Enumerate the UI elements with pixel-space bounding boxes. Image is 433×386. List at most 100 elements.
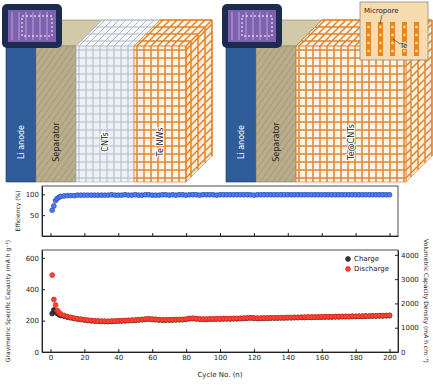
tick	[288, 233, 289, 236]
te-dot	[391, 42, 394, 45]
layer-front	[36, 46, 76, 182]
tick	[118, 233, 119, 236]
rod	[390, 22, 395, 56]
tick-mark	[220, 349, 221, 352]
data-point	[387, 313, 392, 318]
te-dot	[415, 34, 418, 37]
layer-front	[256, 46, 296, 182]
tick	[390, 233, 391, 236]
diagrams: Li anodeSeparatorCNTsTe NWsLi anode Separ…	[2, 2, 432, 182]
te-dot	[367, 42, 370, 45]
diagram-panel: Li anodeSeparatorTe@CNTsMicroporeTe	[222, 2, 432, 182]
layer-label: Te@CNTs	[347, 124, 356, 161]
tick: 1000	[395, 324, 419, 332]
layer-label: Separator	[272, 122, 281, 162]
y2-axis-title: Volumetric Capacity Density (mA h cm⁻³)	[422, 239, 430, 363]
tick-mark	[42, 258, 45, 259]
series	[50, 192, 392, 212]
tick-label: 0	[35, 349, 39, 357]
te-dot	[379, 42, 382, 45]
data-points	[50, 192, 392, 212]
tick-mark	[42, 321, 45, 322]
tick-mark	[395, 255, 398, 256]
layer-front	[226, 46, 256, 182]
tick	[322, 233, 323, 236]
tick-mark	[288, 349, 289, 352]
legend-label: Discharge	[354, 265, 389, 273]
plot-frame	[42, 250, 398, 352]
tick-label: 50	[30, 212, 39, 220]
pointer	[393, 39, 400, 44]
cell-body	[222, 4, 282, 48]
tick-label: 100	[214, 354, 227, 362]
te-dot	[379, 26, 382, 29]
te-dot	[367, 34, 370, 37]
tick-mark	[395, 352, 398, 353]
tick-mark	[356, 233, 357, 236]
tick: 0	[395, 349, 405, 357]
te-dot	[391, 34, 394, 37]
tick-label: 80	[182, 354, 191, 362]
layer-label: CNTs	[101, 132, 110, 151]
tick-label: 20	[80, 354, 89, 362]
tick-mark	[84, 349, 85, 352]
tick: 200	[383, 349, 396, 362]
tick-mark	[186, 349, 187, 352]
tick	[186, 233, 187, 236]
tick: 120	[248, 349, 261, 362]
diagram-panel: Li anodeSeparatorCNTsTe NWs	[2, 4, 212, 182]
tick: 4000	[395, 252, 419, 260]
tick-mark	[84, 233, 85, 236]
rod	[414, 22, 419, 56]
te-dot	[415, 42, 418, 45]
layer-label: Li anode	[17, 125, 26, 159]
tick: 180	[349, 349, 362, 362]
te-dot	[403, 26, 406, 29]
tick-label: 40	[114, 354, 123, 362]
tick: 400	[26, 286, 45, 294]
tick-mark	[390, 349, 391, 352]
legend: ChargeDischarge	[346, 255, 389, 273]
tick-mark	[42, 194, 45, 195]
tick-label: 60	[148, 354, 157, 362]
tick	[356, 233, 357, 236]
tick: 0	[49, 349, 53, 362]
inset-frame	[360, 2, 428, 60]
tick-mark	[118, 233, 119, 236]
inset: MicroporeTe	[360, 2, 428, 60]
cell-stripe	[18, 12, 20, 40]
axis-line	[43, 352, 399, 353]
tick-mark	[118, 349, 119, 352]
series	[50, 273, 392, 324]
rod	[402, 22, 407, 56]
plot-frame	[42, 186, 398, 236]
tick: 200	[26, 317, 45, 325]
data-point	[53, 303, 58, 308]
y-axis-title: Efficiency (%)	[14, 190, 22, 231]
cell-zoom	[22, 16, 52, 36]
tick-label: 140	[282, 354, 295, 362]
layer-front	[6, 46, 36, 182]
te-dot	[403, 34, 406, 37]
tick	[84, 233, 85, 236]
tick-label: 2000	[401, 300, 419, 308]
cell-zoom	[242, 16, 272, 36]
tick: 80	[182, 349, 191, 362]
pointer	[380, 15, 382, 24]
y-axis: 0200400600	[26, 251, 45, 357]
data-points	[50, 273, 392, 324]
tick-mark	[288, 233, 289, 236]
tick: 40	[114, 349, 123, 362]
tick-mark	[186, 233, 187, 236]
te-dot	[367, 50, 370, 53]
tick-mark	[254, 233, 255, 236]
tick: 50	[30, 212, 45, 220]
tick-mark	[152, 349, 153, 352]
y-axis: 50100	[26, 187, 45, 237]
inset-label: Micropore	[364, 7, 399, 15]
tick: 140	[282, 349, 295, 362]
tick-label: 4000	[401, 252, 419, 260]
tick-mark	[42, 289, 45, 290]
axis-line	[398, 251, 399, 353]
tick	[50, 233, 51, 236]
